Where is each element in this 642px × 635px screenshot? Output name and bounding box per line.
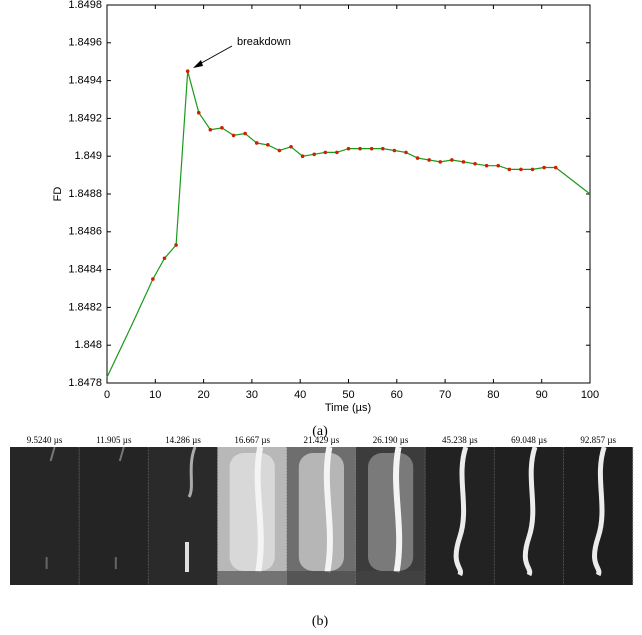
x-tick-label: 50 <box>342 389 354 401</box>
curve <box>106 71 591 378</box>
frame-label: 45.238 µs <box>442 435 478 445</box>
frame-base <box>356 571 426 585</box>
y-tick-label: 1.8484 <box>68 264 102 276</box>
frame-image <box>148 447 218 585</box>
frame-streak <box>323 446 333 573</box>
frame-label: 16.667 µs <box>234 435 270 445</box>
frame-label: 21.429 µs <box>304 435 340 445</box>
x-tick-label: 90 <box>536 389 548 401</box>
frame-streak <box>522 446 538 577</box>
frame-image <box>79 447 149 585</box>
y-tick-label: 1.8498 <box>68 0 102 11</box>
x-tick-label: 70 <box>439 389 451 401</box>
x-tick-label: 60 <box>391 389 403 401</box>
data-point <box>358 146 362 151</box>
x-tick-label: 0 <box>104 389 110 401</box>
data-point <box>346 146 351 151</box>
y-tick-label: 1.8488 <box>68 188 102 200</box>
data-point <box>312 152 317 157</box>
data-point <box>461 160 466 164</box>
data-point <box>231 133 236 138</box>
y-tick-label: 1.848 <box>74 339 102 351</box>
x-tick-label: 40 <box>294 389 306 401</box>
data-point <box>289 144 293 149</box>
data-point <box>427 158 431 162</box>
data-point <box>162 256 167 261</box>
frame-glow <box>229 453 275 571</box>
data-point <box>530 167 535 172</box>
arrow-head <box>193 60 203 68</box>
frame-streak <box>187 446 197 498</box>
data-point <box>323 150 328 155</box>
frame-streak <box>592 446 607 577</box>
y-tick-label: 1.849 <box>74 150 102 162</box>
x-tick-label: 30 <box>246 389 258 401</box>
data-point <box>473 161 477 166</box>
caption: (b) <box>312 614 329 629</box>
y-tick-label: 1.8486 <box>68 226 102 238</box>
data-point <box>404 150 408 155</box>
y-tick-label: 1.8478 <box>68 377 102 389</box>
frame-strip: 9.5240 µs 11.905 µs 14.286 µs 16.667 µs 21.4… <box>10 435 634 585</box>
data-point <box>415 156 420 160</box>
data-point <box>335 150 339 155</box>
data-point <box>369 146 374 151</box>
frame-base <box>217 571 287 585</box>
frame-label: 14.286 µs <box>165 435 201 445</box>
data-point <box>542 165 546 170</box>
data-point <box>243 131 247 136</box>
frame-glow <box>298 453 344 571</box>
data-point <box>507 167 512 172</box>
x-tick-label: 80 <box>487 389 499 401</box>
x-tick-label: 10 <box>149 389 161 401</box>
data-point <box>151 277 155 281</box>
frame-streak <box>118 446 125 462</box>
x-tick-label: 100 <box>581 389 599 401</box>
data-point <box>174 243 178 247</box>
frame-glow <box>368 453 414 571</box>
x-tick-label: 20 <box>197 389 209 401</box>
frame-label: 26.190 µs <box>373 435 409 445</box>
frame-label: 9.5240 µs <box>27 435 63 445</box>
data-point <box>254 141 259 145</box>
y-tick-label: 1.8482 <box>68 301 102 313</box>
data-point <box>392 148 397 153</box>
annotation-arrow <box>195 45 233 67</box>
frame-image <box>10 447 80 585</box>
annotation: breakdown <box>237 36 291 48</box>
frame-streak <box>49 446 56 462</box>
frame-label: 69.048 µs <box>511 435 547 445</box>
data-point <box>277 148 282 153</box>
data-point <box>300 154 305 158</box>
caption: (a) <box>312 424 328 439</box>
data-point <box>519 167 523 172</box>
frame-label: 11.905 µs <box>96 435 132 445</box>
data-point <box>380 146 385 151</box>
x-axis-label: Time (µs) <box>325 402 371 414</box>
data-point <box>208 127 213 132</box>
data-point <box>496 163 501 168</box>
y-tick-label: 1.8494 <box>68 75 102 87</box>
data-point <box>438 160 443 164</box>
data-point <box>553 165 558 170</box>
y-tick-label: 1.8492 <box>68 112 102 124</box>
data-point <box>196 110 201 115</box>
frame-streak <box>254 446 264 573</box>
y-axis-label: FD <box>52 187 64 202</box>
data-point <box>484 163 489 168</box>
data-point <box>450 158 454 162</box>
frame-streak <box>393 446 403 573</box>
frame-streak <box>453 446 469 577</box>
data-point <box>185 69 190 73</box>
data-point <box>220 126 224 130</box>
data-point <box>266 143 270 147</box>
y-tick-label: 1.8496 <box>68 37 102 49</box>
frame-base <box>286 571 356 585</box>
frame-label: 92.857 µs <box>580 435 616 445</box>
